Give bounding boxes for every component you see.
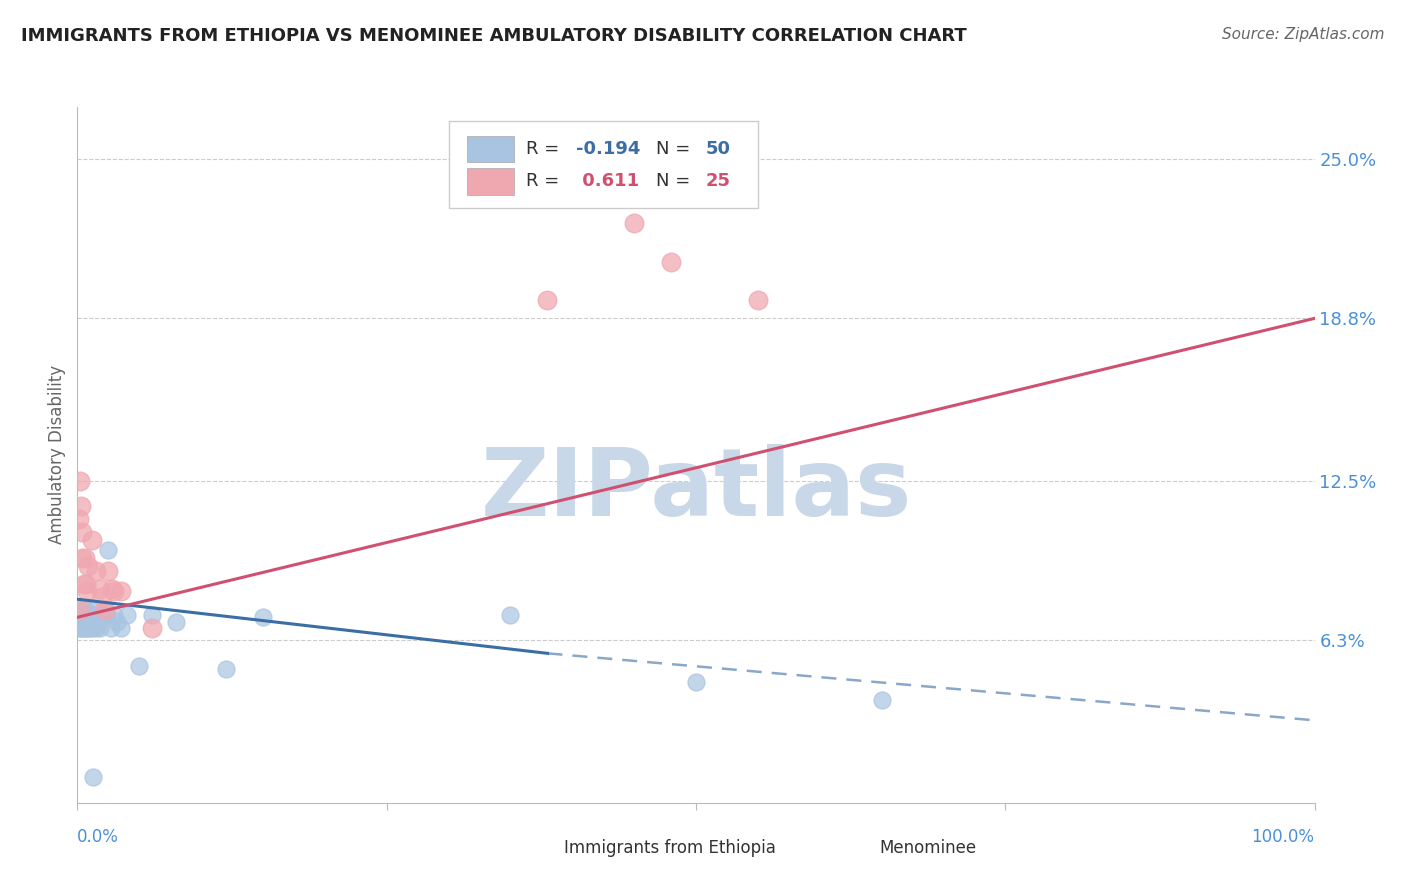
Point <box>93 602 115 616</box>
Point <box>97 543 120 558</box>
Point <box>73 551 96 566</box>
Point <box>76 584 98 599</box>
Point <box>70 621 93 635</box>
Point <box>79 607 101 622</box>
Point <box>80 602 103 616</box>
Text: Source: ZipAtlas.com: Source: ZipAtlas.com <box>1222 27 1385 42</box>
Point <box>105 615 128 630</box>
Point <box>82 533 104 547</box>
Point <box>84 621 107 635</box>
Point <box>70 500 93 514</box>
Point <box>82 770 104 784</box>
Point <box>84 564 107 578</box>
Point <box>72 621 94 635</box>
Point <box>89 621 111 635</box>
FancyBboxPatch shape <box>467 169 515 194</box>
Text: 50: 50 <box>706 140 731 158</box>
Point <box>75 576 97 591</box>
Point <box>67 512 90 526</box>
Text: 0.611: 0.611 <box>576 172 640 191</box>
Point <box>69 602 91 616</box>
Point <box>76 607 98 622</box>
Point <box>89 582 111 596</box>
Point <box>72 602 94 616</box>
Point <box>90 607 112 622</box>
Point <box>72 615 94 630</box>
Point <box>82 607 104 622</box>
Point <box>79 621 101 635</box>
Text: N =: N = <box>657 140 696 158</box>
Point <box>67 602 90 616</box>
Point <box>101 582 124 596</box>
Point <box>76 615 98 630</box>
Point <box>72 551 94 566</box>
Point <box>128 659 150 673</box>
Point <box>72 576 94 591</box>
Point <box>70 610 93 624</box>
Point <box>70 602 93 616</box>
Point <box>75 602 97 616</box>
Text: N =: N = <box>657 172 696 191</box>
Text: Immigrants from Ethiopia: Immigrants from Ethiopia <box>564 839 776 857</box>
Text: 100.0%: 100.0% <box>1251 828 1315 846</box>
Point <box>103 584 125 599</box>
Point <box>110 584 132 599</box>
Text: IMMIGRANTS FROM ETHIOPIA VS MENOMINEE AMBULATORY DISABILITY CORRELATION CHART: IMMIGRANTS FROM ETHIOPIA VS MENOMINEE AM… <box>21 27 967 45</box>
Point <box>91 610 114 624</box>
Point <box>97 564 120 578</box>
Text: -0.194: -0.194 <box>576 140 640 158</box>
Point <box>69 474 91 488</box>
Point <box>165 615 187 630</box>
Point <box>91 590 114 604</box>
Text: Menominee: Menominee <box>879 839 976 857</box>
Point <box>83 615 105 630</box>
Text: 25: 25 <box>706 172 731 191</box>
Point <box>73 607 96 622</box>
Point <box>141 607 163 622</box>
Point <box>72 607 94 622</box>
Text: R =: R = <box>526 140 565 158</box>
Point <box>73 621 96 635</box>
Point <box>93 602 115 616</box>
Point <box>87 615 110 630</box>
Text: R =: R = <box>526 172 565 191</box>
Point <box>100 621 122 635</box>
FancyBboxPatch shape <box>449 121 758 208</box>
Point <box>685 674 707 689</box>
Point <box>252 610 274 624</box>
Point <box>80 615 103 630</box>
FancyBboxPatch shape <box>516 848 554 863</box>
Point <box>747 293 769 308</box>
Point <box>72 610 94 624</box>
FancyBboxPatch shape <box>467 136 515 162</box>
Point <box>215 662 238 676</box>
Text: ZIPatlas: ZIPatlas <box>481 443 911 536</box>
Point <box>75 621 97 635</box>
Point <box>110 621 132 635</box>
Point <box>77 610 100 624</box>
Point <box>499 607 522 622</box>
Point <box>77 558 100 573</box>
Point <box>659 254 682 268</box>
Point <box>72 525 94 540</box>
Point <box>67 621 90 635</box>
Point <box>77 621 100 635</box>
Point <box>96 607 118 622</box>
Point <box>870 692 893 706</box>
Point <box>141 621 163 635</box>
Point <box>82 621 104 635</box>
Point <box>69 607 91 622</box>
Text: 0.0%: 0.0% <box>77 828 120 846</box>
Point <box>115 607 138 622</box>
Point <box>103 607 125 622</box>
Point <box>623 216 645 230</box>
Point <box>536 293 558 308</box>
Point <box>69 615 91 630</box>
Y-axis label: Ambulatory Disability: Ambulatory Disability <box>48 366 66 544</box>
FancyBboxPatch shape <box>832 848 869 863</box>
Point <box>86 607 108 622</box>
